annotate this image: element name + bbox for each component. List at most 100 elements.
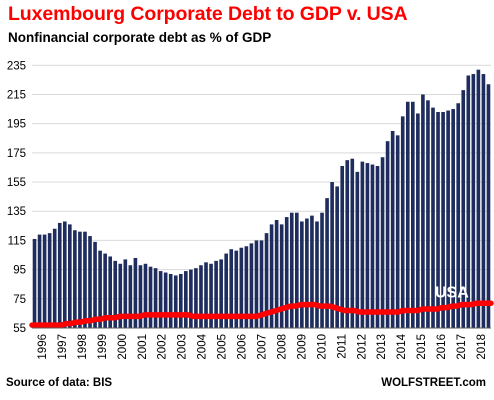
x-tick-label: 2002 bbox=[157, 334, 169, 360]
x-tick-label: 2004 bbox=[197, 333, 209, 359]
bar bbox=[400, 116, 405, 328]
bar bbox=[345, 160, 350, 328]
bar bbox=[37, 234, 42, 328]
bar bbox=[390, 130, 395, 328]
bar bbox=[234, 250, 239, 328]
bar bbox=[335, 186, 339, 328]
bar bbox=[98, 250, 102, 328]
bar bbox=[78, 231, 82, 328]
brand-label: WOLFSTREET.com bbox=[381, 377, 486, 389]
bar bbox=[68, 224, 72, 328]
bar bbox=[289, 212, 294, 328]
x-tick-label: 2003 bbox=[177, 334, 189, 360]
bar bbox=[264, 233, 269, 328]
y-tick-label: 215 bbox=[7, 89, 26, 101]
bar bbox=[416, 113, 420, 329]
bar bbox=[153, 268, 158, 328]
bar bbox=[315, 221, 319, 328]
bar bbox=[320, 212, 324, 328]
bar bbox=[486, 84, 491, 329]
x-tick-label: 2006 bbox=[237, 334, 249, 360]
bar bbox=[138, 265, 143, 328]
y-tick-label: 135 bbox=[7, 206, 26, 218]
y-tick-label: 175 bbox=[7, 148, 26, 160]
bar bbox=[249, 243, 254, 328]
bar bbox=[93, 241, 97, 328]
bar bbox=[360, 161, 365, 328]
bar bbox=[365, 163, 370, 328]
bar bbox=[62, 221, 67, 328]
bar bbox=[259, 240, 264, 328]
bar bbox=[310, 215, 314, 328]
bar bbox=[441, 112, 445, 328]
bar bbox=[168, 274, 173, 328]
bar bbox=[148, 266, 153, 328]
bar bbox=[380, 157, 385, 328]
bar bbox=[405, 101, 410, 328]
bar bbox=[305, 218, 309, 328]
bar bbox=[143, 263, 148, 328]
bar bbox=[279, 224, 284, 328]
bar bbox=[123, 259, 128, 328]
bar bbox=[239, 247, 244, 328]
bar bbox=[204, 262, 208, 328]
bar bbox=[199, 265, 203, 328]
bar bbox=[476, 69, 481, 329]
x-tick-label: 2012 bbox=[356, 334, 368, 360]
x-tick-label: 2017 bbox=[456, 334, 468, 360]
bar bbox=[118, 263, 123, 328]
bar bbox=[350, 158, 355, 328]
x-tick-label: 2018 bbox=[476, 334, 488, 360]
bar bbox=[83, 231, 87, 328]
y-tick-label: 55 bbox=[13, 323, 26, 335]
bar bbox=[269, 224, 274, 328]
x-tick-label: 2010 bbox=[316, 334, 328, 360]
bar bbox=[47, 233, 52, 328]
x-tick-label: 2011 bbox=[336, 334, 348, 359]
bar bbox=[385, 141, 390, 328]
x-tick-label: 2013 bbox=[376, 334, 388, 360]
x-tick-label: 1997 bbox=[57, 334, 69, 360]
bar bbox=[88, 236, 92, 328]
y-tick-label: 155 bbox=[7, 177, 26, 189]
bar bbox=[194, 268, 198, 328]
bar bbox=[189, 269, 193, 328]
usa-annotation: USA bbox=[435, 284, 469, 301]
bar bbox=[330, 182, 334, 328]
x-tick-label: 2014 bbox=[396, 333, 408, 359]
bar bbox=[184, 271, 188, 328]
bar bbox=[395, 135, 400, 328]
bar bbox=[431, 107, 435, 329]
bar bbox=[254, 240, 259, 328]
bar bbox=[229, 249, 234, 328]
bar bbox=[219, 259, 223, 328]
bar bbox=[325, 198, 329, 328]
y-tick-label: 235 bbox=[7, 60, 26, 72]
bar bbox=[214, 260, 218, 328]
usa-series-line bbox=[29, 300, 494, 328]
bar bbox=[158, 271, 163, 328]
bar bbox=[411, 101, 415, 328]
x-tick-label: 1996 bbox=[37, 334, 49, 360]
x-tick-label: 2009 bbox=[296, 334, 308, 360]
bar bbox=[340, 166, 345, 328]
x-tick-label: 2008 bbox=[276, 334, 288, 360]
bar bbox=[32, 238, 37, 328]
bar bbox=[436, 112, 440, 328]
bar bbox=[471, 74, 476, 328]
bar bbox=[355, 171, 360, 328]
bar bbox=[294, 212, 299, 328]
bar bbox=[73, 230, 77, 328]
y-tick-label: 115 bbox=[8, 235, 26, 247]
chart-title: Luxembourg Corporate Debt to GDP v. USA bbox=[8, 3, 408, 25]
bar bbox=[274, 220, 279, 328]
bar bbox=[461, 90, 466, 328]
chart-subtitle: Nonfinancial corporate debt as % of GDP bbox=[8, 30, 272, 45]
bar bbox=[133, 257, 138, 328]
bar bbox=[466, 75, 471, 328]
y-tick-label: 95 bbox=[13, 265, 26, 277]
x-tick-label: 2005 bbox=[217, 334, 229, 360]
bar bbox=[173, 275, 178, 328]
bar bbox=[108, 256, 112, 328]
